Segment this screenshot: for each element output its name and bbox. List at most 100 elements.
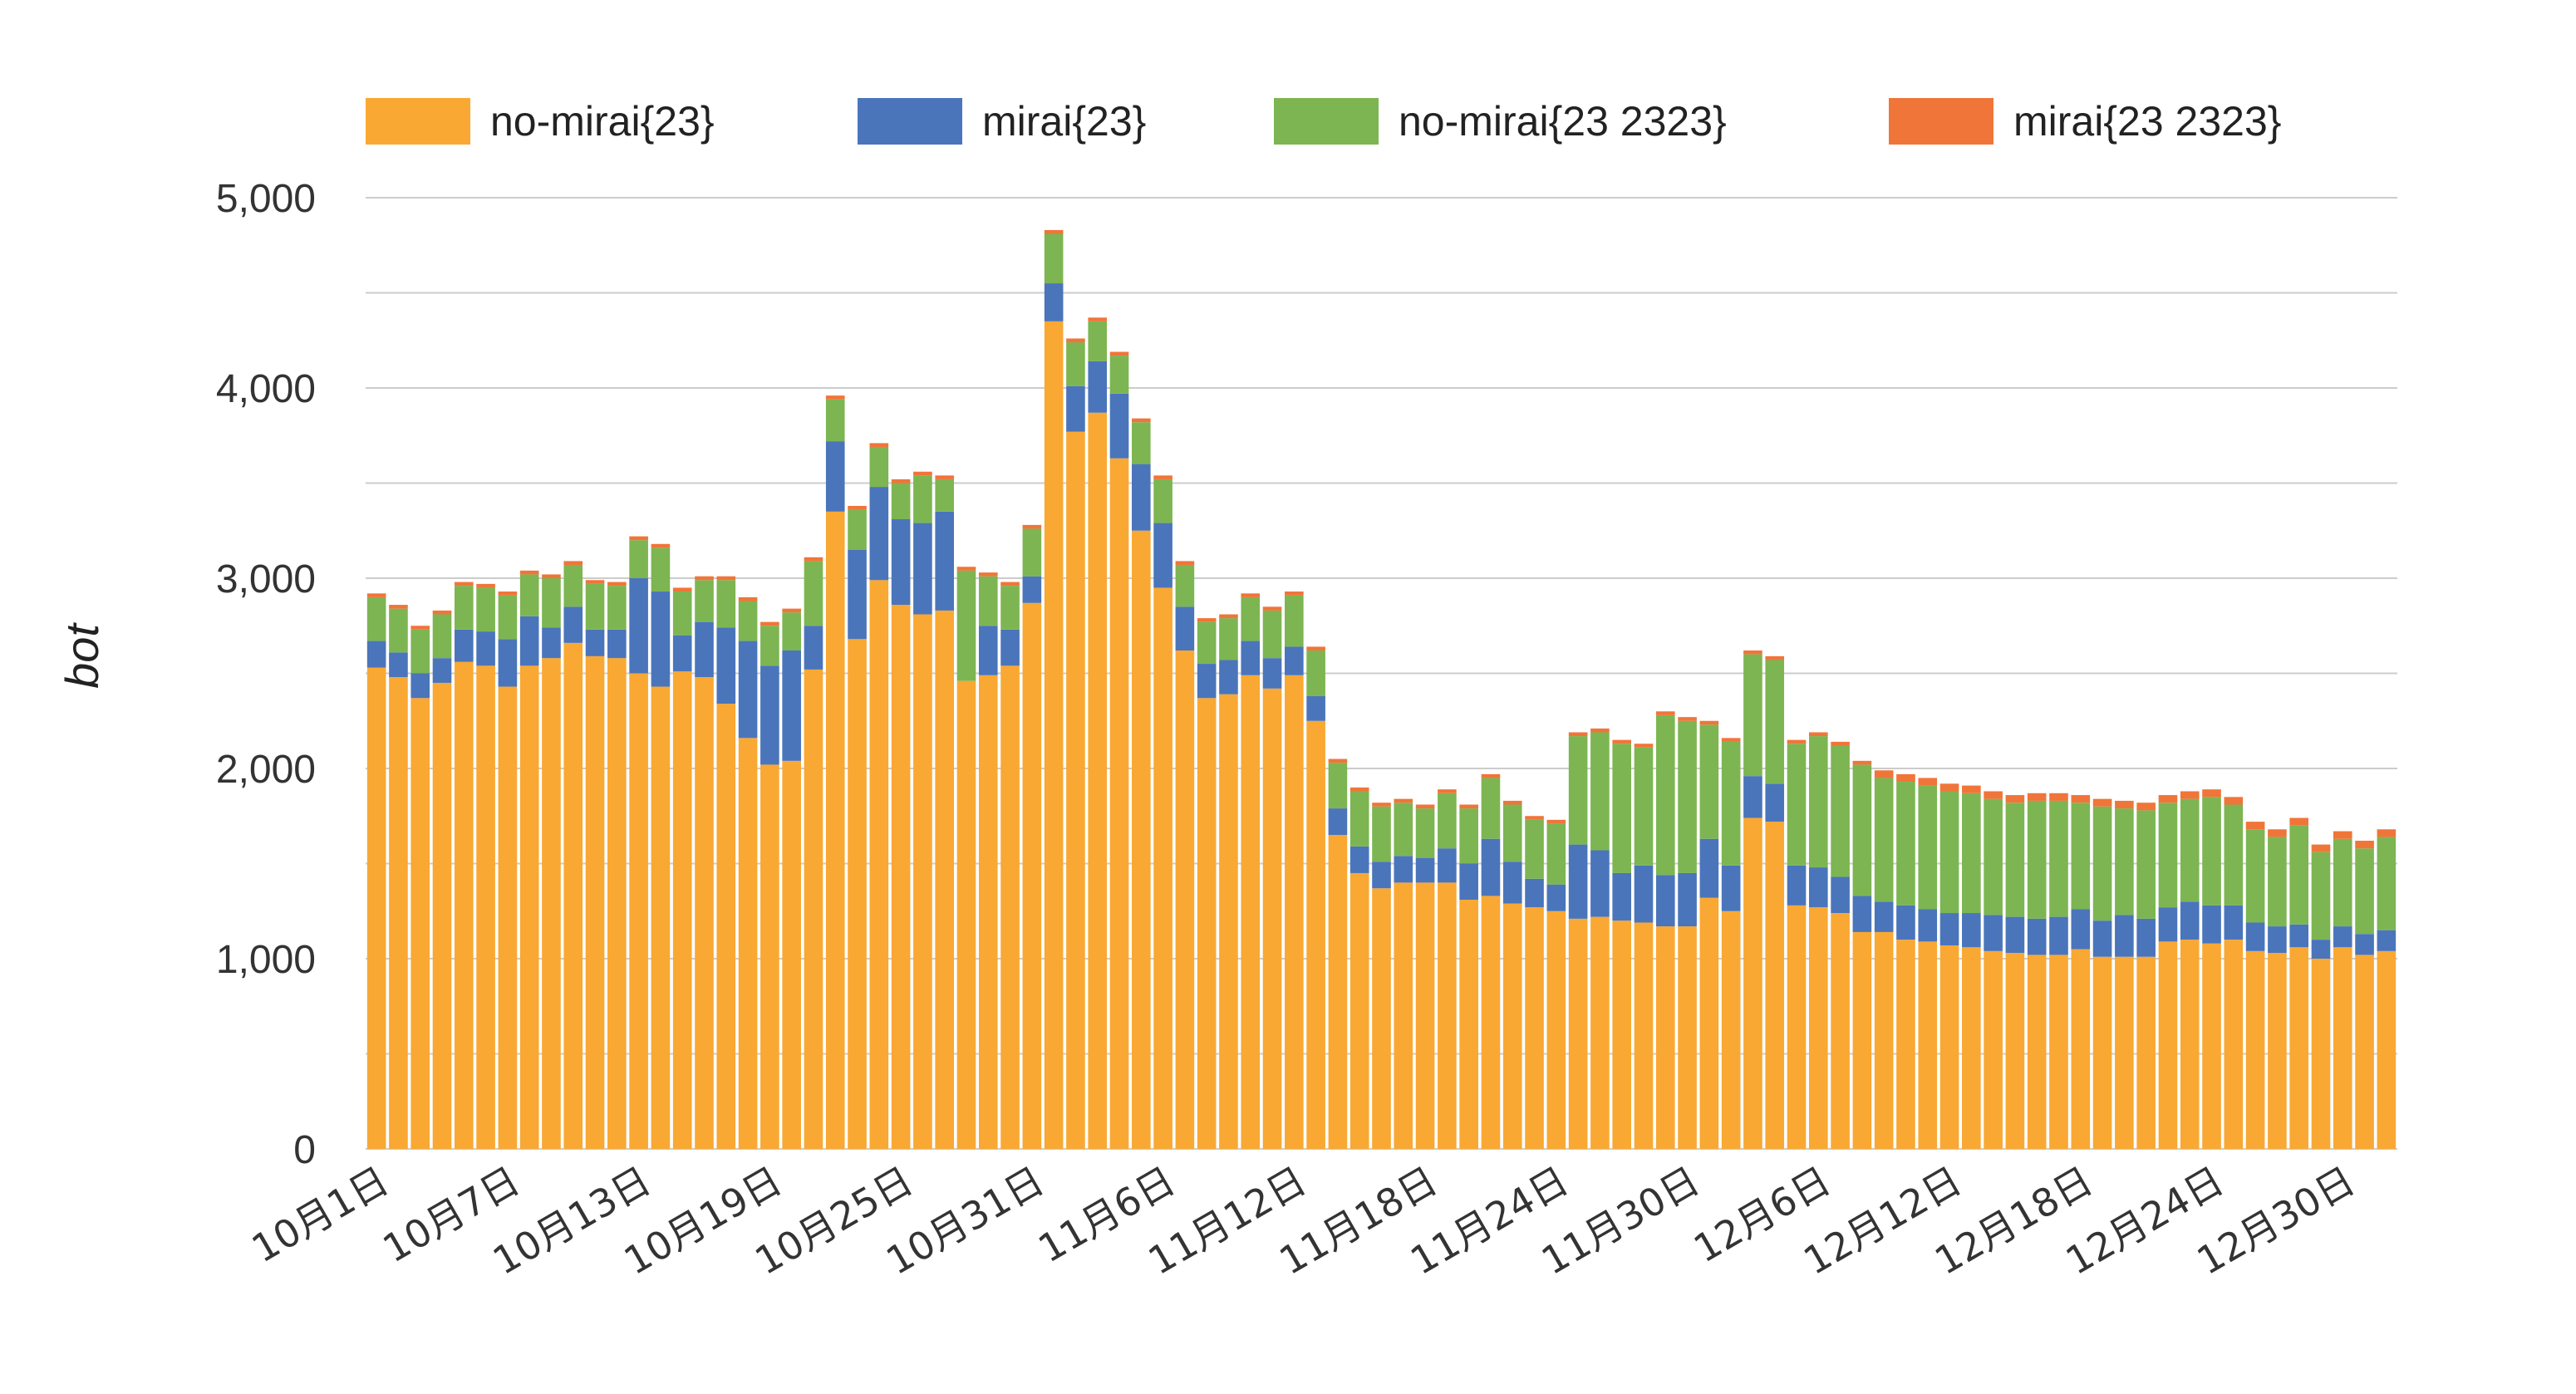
bar-segment xyxy=(1459,808,1478,864)
bar-segment xyxy=(1634,865,1654,923)
bar-segment xyxy=(1525,819,1544,879)
bar-segment xyxy=(455,661,474,1149)
bar-segment xyxy=(2136,810,2156,919)
bar-segment xyxy=(1219,660,1238,695)
bar-segment xyxy=(1372,888,1391,1149)
bar-stack xyxy=(432,610,452,1149)
bar-segment xyxy=(1328,758,1348,763)
bar-segment xyxy=(2333,947,2352,1149)
bar-segment xyxy=(1765,660,1785,784)
bar-segment xyxy=(956,567,976,571)
bar-segment xyxy=(1852,764,1872,896)
bar-stack xyxy=(1153,475,1172,1149)
bar-segment xyxy=(1809,907,1828,1149)
bar-stack xyxy=(1678,717,1697,1149)
bar-segment xyxy=(498,686,518,1149)
bar-segment xyxy=(716,580,736,628)
bar-segment xyxy=(563,564,583,607)
bar-segment xyxy=(1655,926,1675,1149)
bar-segment xyxy=(542,574,561,578)
bar-segment xyxy=(1241,641,1261,675)
bar-stack xyxy=(2115,800,2134,1149)
bar-segment xyxy=(2049,800,2068,917)
bar-stack xyxy=(782,608,801,1149)
bar-segment xyxy=(1918,785,1938,910)
y-tick-label: 0 xyxy=(293,1128,316,1172)
bar-segment xyxy=(869,487,889,581)
bar-stack xyxy=(1044,229,1064,1150)
bar-segment xyxy=(1568,736,1588,845)
bar-segment xyxy=(1175,561,1195,565)
bar-segment xyxy=(563,561,583,565)
bar-segment xyxy=(519,570,539,575)
bar-segment xyxy=(2158,803,2178,908)
bar-segment xyxy=(2311,844,2331,852)
bar-segment xyxy=(978,675,998,1149)
legend-swatch xyxy=(366,98,470,145)
x-axis-ticks: 10月1日10月7日10月13日10月19日10月25日10月31日11月6日1… xyxy=(244,1158,2362,1284)
bar-segment xyxy=(629,536,648,541)
bar-stack xyxy=(1831,741,1850,1149)
bar-stack xyxy=(1634,744,1654,1149)
bar-segment xyxy=(498,595,518,640)
bar-segment xyxy=(1831,876,1850,914)
bar-stack xyxy=(1394,798,1413,1149)
bar-segment xyxy=(2355,955,2374,1149)
legend: no-mirai{23} mirai{23} no-mirai{23 2323} mi… xyxy=(366,98,2281,145)
bar-segment xyxy=(1612,872,1631,921)
bar-segment xyxy=(1415,857,1435,883)
bar-stack xyxy=(1699,720,1719,1149)
bar-segment xyxy=(935,610,954,1149)
bar-stack xyxy=(913,471,932,1149)
y-tick-label: 2,000 xyxy=(216,748,316,792)
bar-segment xyxy=(1394,856,1413,883)
bar-stack xyxy=(410,626,430,1149)
legend-label: mirai{23} xyxy=(982,98,1146,145)
bar-stack xyxy=(1219,614,1238,1149)
bar-segment xyxy=(2377,950,2397,1149)
bar-segment xyxy=(2355,848,2374,935)
bar-segment xyxy=(1022,602,1042,1149)
bar-segment xyxy=(1438,789,1457,793)
bar-segment xyxy=(2027,793,2047,801)
bar-stack xyxy=(1022,524,1042,1149)
bar-segment xyxy=(1132,464,1151,531)
bar-segment xyxy=(2377,829,2397,837)
bar-segment xyxy=(1678,720,1697,873)
bar-segment xyxy=(2049,793,2068,801)
bar-segment xyxy=(2245,950,2265,1149)
bar-segment xyxy=(2268,837,2287,927)
bar-segment xyxy=(1525,878,1544,908)
bar-segment xyxy=(935,511,954,611)
bar-segment xyxy=(1634,747,1654,866)
bar-segment xyxy=(1743,817,1762,1149)
bar-stack xyxy=(366,593,386,1149)
bar-segment xyxy=(2202,943,2221,1149)
bar-stack xyxy=(1721,738,1741,1149)
bar-segment xyxy=(2005,916,2025,954)
bar-segment xyxy=(1175,650,1195,1149)
bar-segment xyxy=(1568,732,1588,737)
bar-segment xyxy=(2245,922,2265,951)
bar-stack xyxy=(1612,739,1631,1149)
bar-stack xyxy=(2071,795,2091,1149)
bar-segment xyxy=(1765,783,1785,822)
bar-segment xyxy=(2005,953,2025,1149)
bar-segment xyxy=(1481,896,1501,1149)
bar-segment xyxy=(1787,744,1807,866)
bar-stack xyxy=(1568,732,1588,1149)
bar-segment xyxy=(455,629,474,662)
bar-segment xyxy=(366,596,386,641)
bar-segment xyxy=(672,587,692,592)
bar-segment xyxy=(432,658,452,683)
bar-segment xyxy=(410,626,430,630)
bar-segment xyxy=(366,667,386,1149)
bar-stack xyxy=(1765,655,1785,1149)
bar-segment xyxy=(432,610,452,615)
bar-stack xyxy=(1655,711,1675,1149)
bar-segment xyxy=(563,642,583,1149)
y-axis-label: bot xyxy=(56,622,108,689)
bar-segment xyxy=(804,626,823,670)
bar-segment xyxy=(2092,798,2112,807)
bar-segment xyxy=(1721,738,1741,742)
